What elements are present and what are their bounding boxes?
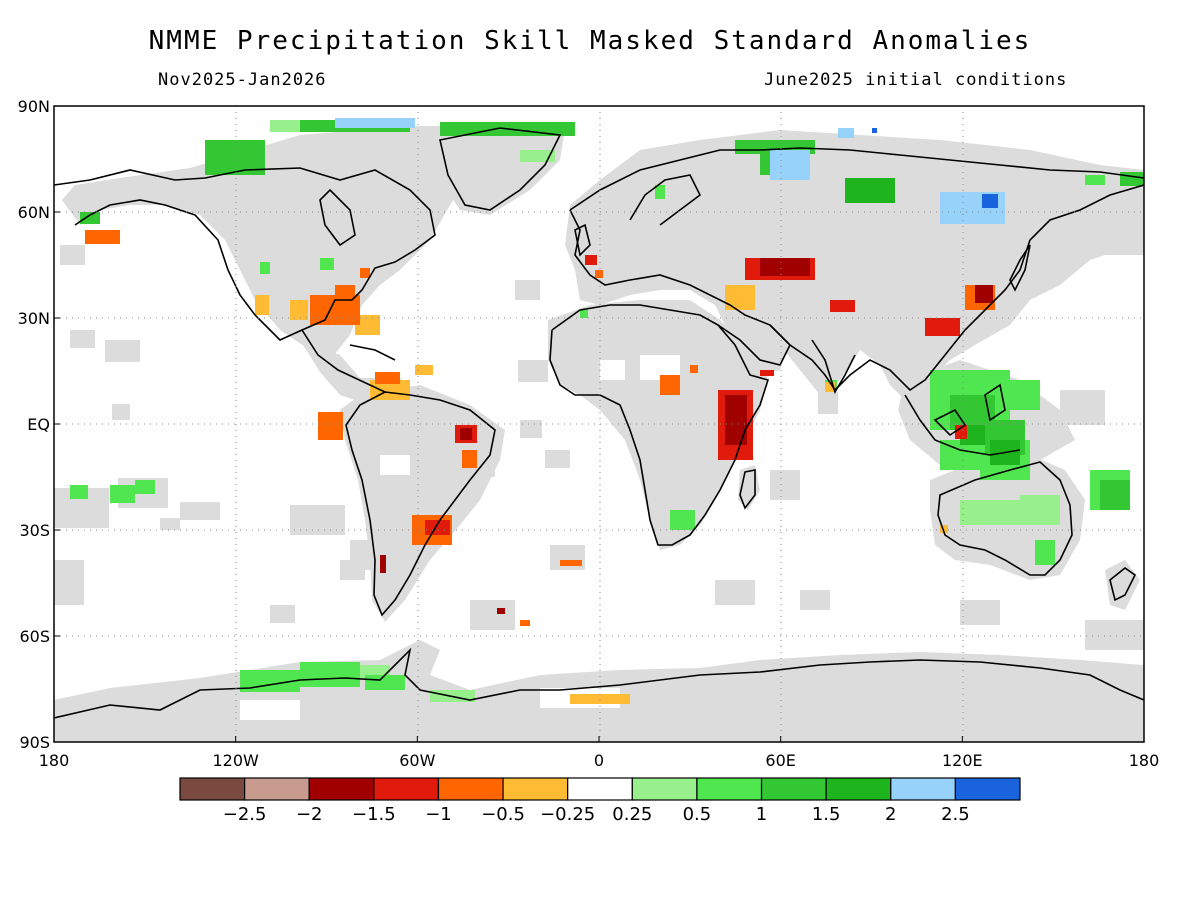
lat-label-EQ: EQ — [27, 415, 50, 434]
colorbar-swatch — [373, 777, 440, 801]
colorbar-label: 2 — [885, 804, 896, 825]
lon-label-120W: 120W — [212, 751, 259, 770]
initial-conditions: June2025 initial conditions — [764, 70, 1068, 90]
colorbar-swatch — [760, 777, 827, 801]
colorbar-label: −2 — [296, 804, 323, 825]
colorbar-swatch — [437, 777, 504, 801]
colorbar-label: 2.5 — [941, 804, 970, 825]
colorbar-label: −1 — [425, 804, 452, 825]
colorbar-swatch — [696, 777, 763, 801]
colorbar-label: −0.5 — [481, 804, 525, 825]
lat-label-30S: 30S — [19, 521, 50, 540]
lon-label-60E: 60E — [765, 751, 795, 770]
colorbar-label: −0.25 — [540, 804, 595, 825]
longitude-axis: 180 120W 60W 0 60E 120E 180 — [39, 736, 1160, 770]
colorbar-swatch — [631, 777, 698, 801]
colorbar-swatch — [308, 777, 375, 801]
colorbar-swatch — [567, 777, 633, 801]
colorbar-label: −1.5 — [352, 804, 396, 825]
colorbar-swatch — [179, 777, 246, 801]
anomaly-0.5-1 — [70, 175, 1130, 692]
colorbar: −2.5 −2 −1.5 −1 −0.5 −0.25 0.25 0.5 1 1.5 2 2.5 — [179, 777, 1021, 825]
lon-label-120E: 120E — [942, 751, 983, 770]
colorbar-swatch — [954, 777, 1021, 801]
lat-label-90S: 90S — [19, 733, 50, 752]
colorbar-swatch — [244, 777, 310, 801]
colorbar-swatch — [502, 777, 569, 801]
lat-label-60N: 60N — [18, 203, 50, 222]
lat-label-90N: 90N — [18, 97, 50, 116]
anomaly-above-2.5 — [872, 128, 998, 208]
colorbar-label: −2.5 — [223, 804, 267, 825]
latitude-axis: 90N 60N 30N EQ 30S 60S 90S — [18, 97, 60, 752]
coastlines — [54, 127, 1144, 719]
lon-label-60W: 60W — [399, 751, 435, 770]
anomaly-neg-1.5-2 — [380, 258, 993, 614]
lat-label-60S: 60S — [19, 627, 50, 646]
colorbar-swatch — [890, 777, 956, 801]
colorbar-label: 0.25 — [612, 804, 652, 825]
lat-label-30N: 30N — [18, 309, 50, 328]
lon-label-0: 0 — [594, 751, 604, 770]
map-body — [54, 118, 1144, 742]
colorbar-swatch — [825, 777, 892, 801]
colorbar-label: 1 — [756, 804, 767, 825]
gridlines — [54, 106, 1144, 742]
lon-label-180: 180 — [1129, 751, 1160, 770]
forecast-period: Nov2025-Jan2026 — [158, 70, 327, 90]
colorbar-label: 1.5 — [812, 804, 841, 825]
lon-label-180: 180 — [39, 751, 70, 770]
map-title: NMME Precipitation Skill Masked Standard… — [148, 26, 1032, 56]
colorbar-label: 0.5 — [683, 804, 712, 825]
